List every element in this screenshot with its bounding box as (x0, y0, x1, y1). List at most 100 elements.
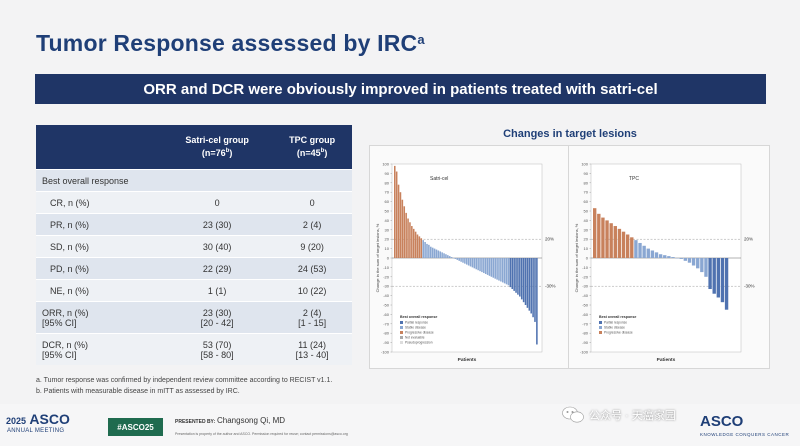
x-axis-label: Patients (458, 357, 477, 363)
waterfall-bar (593, 208, 597, 258)
y-tick-label: 10 (584, 246, 589, 251)
cell-tpc: 11 (24) [13 - 40] (272, 333, 352, 365)
waterfall-bar (496, 258, 498, 280)
waterfall-bar (700, 258, 704, 273)
legend-title: Best overall response (599, 315, 636, 319)
legend-label: Stable disease (604, 326, 625, 330)
waterfall-bar (667, 256, 671, 258)
waterfall-bar (420, 238, 423, 258)
waterfall-bar (464, 258, 466, 264)
wechat-icon (562, 406, 584, 423)
waterfall-bar (401, 199, 404, 258)
y-tick-label: 80 (385, 180, 390, 185)
waterfall-bar (407, 218, 409, 258)
waterfall-bar (395, 171, 398, 258)
y-tick-label: 80 (584, 180, 589, 185)
cell-satri-cel: 53 (70) [58 - 80] (162, 333, 273, 365)
cell-satri-cel: 23 (30) (162, 213, 273, 236)
waterfall-bar (532, 258, 534, 318)
legend-swatch (599, 331, 602, 334)
y-tick-label: -40 (383, 293, 390, 298)
waterfall-bar (605, 220, 609, 258)
table-header-tpc: TPC group (n=45b) (272, 125, 352, 170)
waterfall-bar (642, 245, 646, 258)
legend-label: Partial response (604, 321, 627, 325)
y-tick-label: 60 (385, 199, 390, 204)
y-tick-label: -50 (582, 303, 589, 308)
y-tick-label: 70 (385, 190, 390, 195)
waterfall-bar (679, 258, 683, 259)
waterfall-bar (696, 258, 700, 269)
cell-satri-cel: 30 (40) (162, 235, 273, 258)
waterfall-bar (663, 255, 667, 258)
waterfall-bar (630, 237, 634, 258)
waterfall-bar (409, 222, 411, 258)
waterfall-bar (471, 258, 474, 268)
waterfall-bar (536, 258, 538, 345)
waterfall-bar (671, 257, 675, 258)
y-tick-label: -60 (383, 312, 390, 317)
waterfall-bar (507, 258, 510, 286)
waterfall-bar (411, 226, 413, 258)
y-tick-label: -20 (582, 274, 589, 279)
cell-tpc: 0 (272, 191, 352, 214)
y-tick-label: 50 (385, 209, 390, 214)
y-tick-label: 30 (584, 227, 589, 232)
disclaimer-text: Presentation is property of the author a… (175, 432, 348, 436)
presented-by-label: PRESENTED BY: (175, 419, 216, 425)
response-table: Satri-cel group (n=76b) TPC group (n=45b) … (36, 125, 352, 365)
y-tick-label: 10 (385, 246, 390, 251)
waterfall-bar (517, 258, 519, 295)
y-tick-label: 30 (385, 227, 390, 232)
table-section-row: Best overall response (36, 169, 352, 192)
waterfall-bar (513, 258, 515, 291)
waterfall-bar (488, 258, 491, 276)
waterfall-bar (530, 258, 532, 314)
waterfall-bar (716, 258, 721, 298)
y-tick-label: 90 (584, 171, 589, 176)
footnote-a: a. Tumor response was confirmed by indep… (36, 377, 333, 384)
waterfall-bar (460, 258, 462, 262)
waterfall-bar (466, 258, 468, 265)
cell-tpc: 2 (4) [1 - 15] (272, 301, 352, 334)
y-tick-label: -90 (383, 340, 390, 345)
y-tick-label: 20 (584, 237, 589, 242)
cell-satri-cel: 0 (162, 191, 273, 214)
waterfall-bar (609, 223, 613, 258)
table-row-orr: ORR, n (%) [95% CI] 23 (30) [20 - 42] 2 (4… (36, 301, 352, 334)
y-tick-label: -30 (383, 284, 390, 289)
waterfall-bar (646, 248, 650, 258)
cell-tpc: 24 (53) (272, 257, 352, 280)
y-tick-label: 100 (581, 162, 588, 167)
waterfall-bar (654, 252, 659, 258)
legend-title: Best overall response (400, 315, 437, 319)
waterfall-bar (445, 254, 447, 258)
waterfall-bar (502, 258, 504, 283)
table-row-dcr: DCR, n (%) [95% CI] 53 (70) [58 - 80] 11 (… (36, 333, 352, 365)
y-tick-label: 90 (385, 171, 390, 176)
waterfall-bar (448, 256, 451, 258)
waterfall-bar (431, 247, 434, 258)
y-tick-label: -20 (383, 274, 390, 279)
waterfall-bar (687, 258, 692, 263)
waterfall-bar (520, 258, 523, 300)
waterfall-bar (479, 258, 481, 272)
table-header-satri-cel: Satri-cel group (n=76b) (162, 125, 273, 170)
key-finding-banner: ORR and DCR were obviously improved in p… (35, 74, 766, 104)
waterfall-bar (428, 244, 430, 258)
row-label: PD, n (%) (36, 257, 162, 280)
cell-satri-cel: 23 (30) [20 - 42] (162, 301, 273, 334)
panel-title: Satri-cel (430, 176, 448, 182)
waterfall-bar (437, 250, 440, 258)
waterfall-bar (441, 252, 443, 258)
table-row: PD, n (%) 22 (29) 24 (53) (36, 257, 352, 280)
row-label: CR, n (%) (36, 191, 162, 214)
waterfall-bar (634, 240, 638, 258)
table-header-empty (36, 125, 162, 170)
legend-swatch (599, 326, 602, 329)
waterfall-bar (483, 258, 485, 274)
waterfall-bar (511, 258, 514, 290)
legend-label: Not evaluable (405, 336, 425, 340)
waterfall-bar (473, 258, 476, 269)
waterfall-bar (601, 217, 605, 258)
